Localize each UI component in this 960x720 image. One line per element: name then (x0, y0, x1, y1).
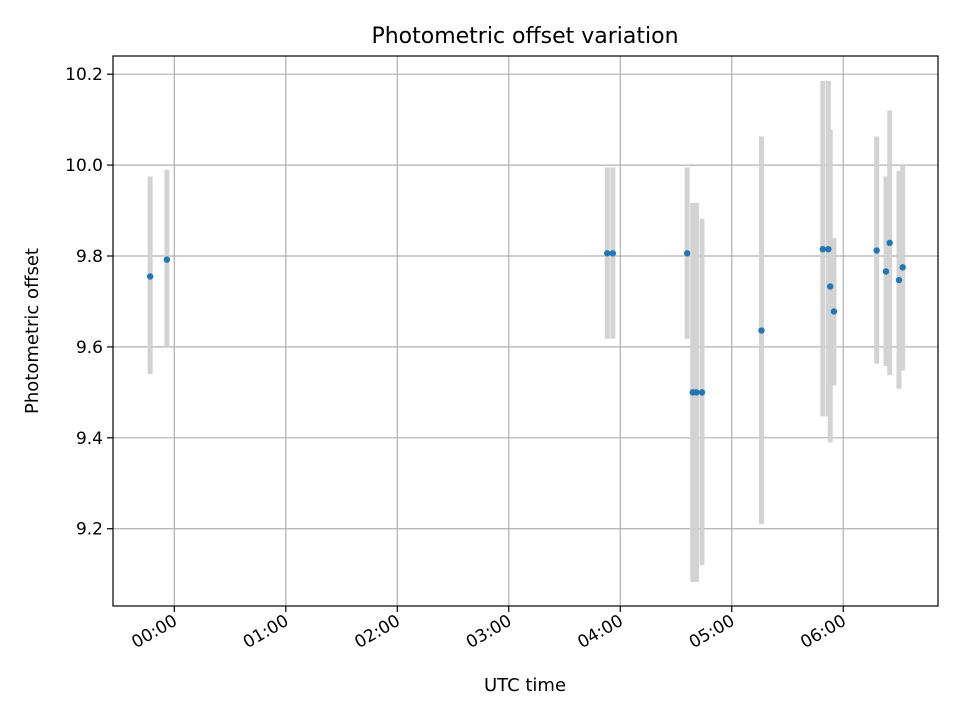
data-point (886, 239, 893, 247)
data-point (873, 247, 880, 254)
y-tick-label: 10.0 (65, 156, 103, 176)
data-point (899, 264, 906, 271)
x-tick-label: 03:00 (463, 611, 515, 653)
data-point (609, 250, 617, 257)
y-axis-label: Photometric offset (22, 248, 43, 414)
data-point (693, 389, 700, 396)
y-tick-label: 9.2 (76, 520, 103, 540)
y-tick-label: 9.8 (76, 247, 103, 267)
data-point (683, 250, 691, 257)
data-point (825, 245, 832, 253)
data-point (698, 389, 706, 396)
data-point (895, 276, 903, 284)
y-tick-label: 9.4 (76, 429, 103, 449)
chart-title: Photometric offset variation (371, 24, 678, 49)
plot-frame (112, 55, 939, 607)
error-bars (147, 81, 906, 582)
data-point (758, 327, 765, 334)
y-tick-label: 9.6 (76, 338, 103, 358)
grid-lines (113, 56, 938, 606)
data-point (146, 273, 154, 280)
data-point (163, 256, 171, 263)
data-point (882, 268, 890, 275)
data-point (827, 283, 834, 290)
x-axis-label: UTC time (484, 675, 566, 696)
data-point (604, 250, 611, 257)
x-tick-label: 05:00 (686, 611, 738, 653)
data-point (830, 308, 838, 315)
y-tick-label: 10.2 (65, 65, 103, 85)
data-points (146, 239, 906, 396)
x-tick-label: 04:00 (574, 611, 626, 653)
x-tick-label: 06:00 (797, 611, 849, 653)
data-point (819, 245, 826, 253)
x-tick-label: 01:00 (240, 611, 292, 653)
x-tick-label: 02:00 (351, 611, 403, 653)
x-tick-label: 00:00 (128, 611, 180, 653)
